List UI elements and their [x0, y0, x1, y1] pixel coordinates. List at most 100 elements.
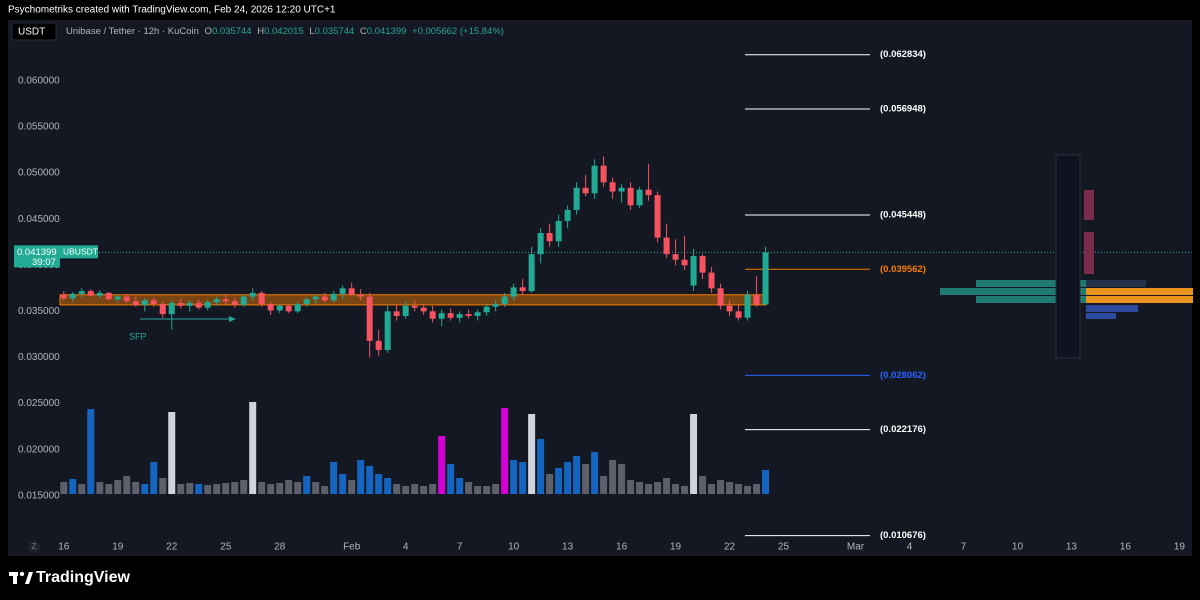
candle-body: [267, 303, 274, 311]
volume-bar: [636, 482, 644, 494]
tv-logo: TradingView: [9, 569, 131, 586]
volume-profile: [940, 154, 1193, 359]
volume-bar: [78, 484, 86, 494]
volume-bar: [573, 456, 581, 494]
volume-bar: [159, 478, 167, 494]
candle-body: [681, 259, 688, 266]
candle-body: [582, 187, 589, 194]
volume-bar: [582, 464, 590, 494]
candle-body: [105, 292, 112, 300]
volume-bar: [204, 485, 212, 494]
volume-bar: [312, 482, 320, 494]
candle-body: [519, 287, 526, 292]
ohlc-letter: H: [257, 26, 264, 37]
ohlc-value: 0.042015: [264, 26, 304, 37]
volume-bar: [654, 482, 662, 494]
volume-bar: [348, 480, 356, 494]
volume-bar: [285, 480, 293, 494]
ohlc-value: 0.035744: [212, 26, 252, 37]
x-tick-label: 16: [616, 542, 628, 553]
candle-body: [447, 313, 454, 318]
ohlc-letter: L: [309, 26, 314, 37]
volume-bar: [447, 464, 455, 494]
currency-box[interactable]: [11, 22, 57, 41]
candle-body: [123, 296, 130, 302]
candle-body: [384, 311, 391, 351]
x-tick-label: 4: [403, 542, 409, 553]
volume-bar: [303, 476, 311, 494]
candle-body: [231, 301, 238, 305]
volume-bar: [240, 480, 248, 494]
volume-bar: [141, 484, 149, 494]
volume-bar: [555, 468, 563, 494]
volume-bar: [276, 483, 284, 494]
ohlc-letter: O: [205, 26, 212, 37]
candle-body: [159, 303, 166, 315]
volume-bar: [177, 484, 185, 494]
legend: Unibase / Tether · 12h · KuCoin O0.03574…: [66, 26, 504, 37]
candle-body: [357, 294, 364, 297]
candle-body: [69, 293, 76, 299]
candle-body: [276, 305, 283, 311]
candle-body: [708, 272, 715, 289]
profile-bar: [1086, 305, 1138, 312]
x-tick-label: 7: [961, 542, 967, 553]
candle-body: [375, 340, 382, 351]
volume-bar: [366, 466, 374, 494]
volume-bar: [267, 484, 275, 494]
volume-bar: [168, 412, 176, 494]
profile-bar: [976, 280, 1086, 287]
timezone-button[interactable]: [28, 541, 40, 553]
candle-body: [762, 252, 769, 305]
price-tag-value: 0.041399: [17, 247, 57, 258]
candle-body: [609, 182, 616, 192]
x-tick-label: 13: [562, 542, 574, 553]
volume-bar: [114, 480, 122, 494]
y-tick-label: 0.045000: [18, 214, 60, 225]
y-tick-label: 0.015000: [18, 490, 60, 501]
x-tick-label: 19: [670, 542, 682, 553]
volume-bar: [429, 484, 437, 494]
volume-bar: [339, 474, 347, 494]
y-tick-label: 0.035000: [18, 306, 60, 317]
sfp-arrow: [229, 316, 236, 322]
y-tick-label: 0.060000: [18, 75, 60, 86]
volume-bar: [600, 476, 608, 494]
profile-bar: [976, 296, 1086, 303]
x-tick-label: 16: [58, 542, 70, 553]
candle-body: [555, 220, 562, 242]
support-zone: [59, 294, 767, 306]
symbol-tag-text: UBUSDT: [63, 247, 98, 257]
x-tick-label: Feb: [343, 542, 361, 553]
volume-bar: [510, 460, 518, 494]
candle-body: [483, 306, 490, 313]
ohlc-value: 0.035744: [315, 26, 355, 37]
candle-body: [204, 302, 211, 308]
volume-bar: [537, 439, 545, 494]
level-label: (0.045448): [880, 210, 926, 221]
y-tick-label: 0.025000: [18, 398, 60, 409]
ladder-bar: [1084, 232, 1094, 274]
x-tick-label: 4: [907, 542, 913, 553]
timezone-icon: Z: [32, 542, 37, 551]
level-label: (0.022176): [880, 424, 926, 435]
candle-body: [150, 300, 157, 304]
candle-body: [717, 288, 724, 306]
ohlc-value: 0.041399: [367, 26, 407, 37]
volume-bar: [501, 408, 509, 494]
candle-body: [249, 292, 256, 297]
candle-body: [78, 291, 85, 294]
candle-body: [240, 296, 247, 305]
volume-bar: [132, 482, 140, 494]
volume-bar: [357, 460, 365, 494]
candle-body: [600, 165, 607, 183]
candle-body: [87, 291, 94, 296]
volume-bar: [744, 486, 752, 494]
volume-bar: [663, 478, 671, 494]
volume-bar: [213, 484, 221, 494]
candle-body: [411, 305, 418, 308]
profile-bar: [1086, 280, 1146, 287]
volume-bar: [528, 414, 536, 494]
logo-shape: [19, 571, 25, 577]
candle-body: [537, 232, 544, 255]
